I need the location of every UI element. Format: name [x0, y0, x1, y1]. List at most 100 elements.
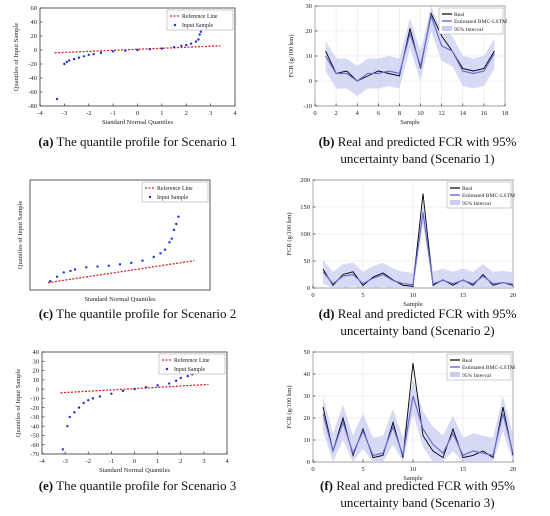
y-tick-label-0: -10	[303, 103, 312, 110]
sample-point-6	[87, 399, 90, 402]
y-tick-label-3: 20	[306, 28, 313, 35]
y-tick-label-7: 0	[36, 386, 39, 393]
sample-point-16	[172, 228, 176, 232]
sample-point-14	[160, 47, 164, 50]
y-tick-label-4: 30	[306, 3, 313, 10]
y-tick-label-5: -20	[30, 405, 39, 412]
y-tick-label-6: -10	[30, 396, 39, 403]
sample-point-15	[170, 237, 173, 240]
legend-real-label: Real	[462, 358, 473, 364]
sample-point-8	[118, 263, 122, 266]
x-axis-label: Sample	[400, 119, 420, 126]
x-tick-label-8: 4	[225, 458, 229, 465]
sample-point-4	[72, 57, 76, 61]
y-tick-label-10: 30	[33, 358, 40, 365]
legend-sample-label: Input Sample	[157, 195, 189, 201]
x-tick-label-1: -3	[62, 458, 67, 465]
x-axis-label: Standard Normal Quantiles	[102, 119, 174, 126]
sample-point-0	[55, 97, 59, 101]
caption-b: (b) Real and predicted FCR with 95% unce…	[318, 134, 517, 166]
sample-point-3	[68, 59, 71, 62]
x-tick-label-4: 20	[510, 292, 517, 299]
x-tick-label-9: 18	[502, 110, 509, 117]
y-tick-label-1: 0	[309, 78, 312, 85]
x-tick-label-5: 1	[156, 458, 159, 465]
x-tick-label-3: 6	[377, 110, 381, 117]
real-series-line	[322, 362, 514, 459]
x-tick-label-2: -2	[86, 110, 91, 117]
panel-a: -4 -3 -2 -1 0 1 2 3 4 -80 -60 -40 -20 0 20 40 60 Standard…	[0, 0, 275, 172]
y-tick-label-1: -60	[30, 442, 39, 449]
caption-c: (c) The quantile profile for Scenario 2	[38, 306, 237, 321]
legend-interval-label: 95% Interval	[454, 27, 483, 33]
legend-sample-swatch	[148, 195, 152, 199]
estimated-series-line	[322, 212, 514, 286]
x-tick-label-0: 0	[311, 466, 314, 473]
sample-point-15	[174, 379, 178, 382]
sample-point-7	[107, 264, 110, 267]
sample-point-9	[110, 392, 113, 395]
y-axis-label: FCR (g/100 km)	[286, 386, 293, 429]
chart-e: -4 -3 -2 -1 0 1 2 3 4-70-60-50-40-30-20-10010203…	[15, 349, 229, 474]
sample-point-9	[99, 51, 103, 54]
sample-point-21	[198, 33, 201, 36]
legend-interval-label: 95% Interval	[462, 373, 491, 379]
sample-point-22	[199, 30, 203, 33]
y-tick-label-2: 10	[306, 53, 313, 60]
caption-e: (e) The quantile profile for Scenario 3	[38, 478, 237, 493]
x-tick-label-0: 0	[313, 110, 316, 117]
x-tick-label-1: 2	[334, 110, 337, 117]
y-tick-label-2: -40	[28, 75, 37, 82]
sample-point-1	[63, 62, 66, 66]
y-axis-label: FCR (g/100 km)	[286, 213, 293, 256]
y-axis-label: Quantiles of Input Sample	[17, 201, 24, 270]
legend-estimated-label: Estimated BMC-LSTM	[454, 19, 507, 25]
x-tick-label-0: -4	[39, 458, 45, 465]
sample-point-11	[152, 255, 155, 259]
sample-point-12	[136, 48, 139, 52]
panel-d: 0 5 10 15 20 0 50 100 150 200 Sample FCR (g/100 km)…	[275, 172, 550, 344]
caption-d: (d) Real and predicted FCR with 95% unce…	[318, 306, 517, 338]
legend-real-label: Real	[462, 186, 473, 192]
x-axis-label: Sample	[403, 475, 423, 482]
y-tick-label-4: 200	[300, 177, 310, 184]
legend-box	[141, 181, 209, 203]
caption-a: (a) The quantile profile for Scenario 1	[38, 134, 237, 149]
y-tick-label-1: 10	[304, 437, 311, 444]
x-tick-label-7: 3	[202, 458, 205, 465]
x-tick-label-2: 4	[356, 110, 360, 117]
estimated-series-line	[322, 395, 514, 457]
reference-line	[47, 260, 195, 284]
y-tick-label-0: 0	[307, 459, 310, 466]
legend-real-label: Real	[454, 12, 465, 18]
real-series-line	[322, 193, 514, 287]
x-tick-label-0: 0	[311, 292, 314, 299]
sample-point-2	[68, 415, 71, 419]
sample-point-15	[172, 46, 176, 49]
sample-point-12	[144, 386, 148, 389]
y-tick-label-0: -70	[30, 451, 39, 458]
x-tick-label-2: 10	[410, 292, 417, 299]
y-tick-label-1: 50	[304, 258, 311, 265]
x-tick-label-7: 3	[209, 110, 212, 117]
legend-interval-swatch	[450, 372, 460, 377]
legend-box	[158, 353, 226, 375]
x-tick-label-5: 1	[160, 110, 163, 117]
sample-point-13	[163, 248, 167, 251]
x-tick-label-6: 2	[185, 110, 188, 117]
y-tick-label-5: 50	[304, 349, 311, 356]
y-tick-label-3: -20	[28, 61, 37, 68]
x-tick-label-0: -4	[37, 110, 43, 117]
sample-point-0	[61, 448, 65, 451]
sample-point-5	[85, 266, 88, 269]
sample-point-9	[130, 261, 133, 265]
sample-point-16	[180, 44, 183, 47]
sample-point-16	[179, 376, 182, 380]
sample-point-1	[55, 275, 59, 278]
y-tick-label-7: 60	[31, 5, 38, 12]
panel-b: 0 2 4 6 8 10 12 14 16 18 -10 0 10 20 30 Sample FCR (g/10…	[275, 0, 550, 172]
caption-f: (f) Real and predicted FCR with 95% unce…	[320, 478, 515, 510]
sample-point-5	[77, 56, 81, 59]
sample-point-18	[189, 42, 193, 45]
